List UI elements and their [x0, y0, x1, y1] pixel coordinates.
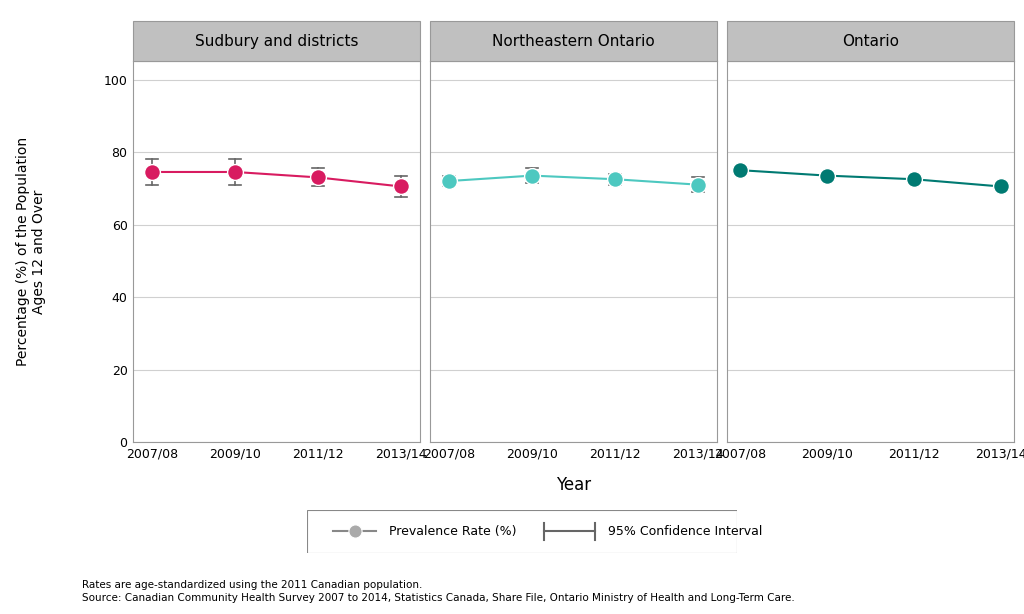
Point — [992, 182, 1009, 192]
Point — [905, 174, 922, 184]
Text: Prevalence Rate (%): Prevalence Rate (%) — [389, 524, 516, 538]
Point — [607, 174, 624, 184]
Text: Source: Canadian Community Health Survey 2007 to 2014, Statistics Canada, Share : Source: Canadian Community Health Survey… — [82, 593, 795, 602]
Text: Year: Year — [556, 476, 591, 494]
Point — [393, 182, 410, 192]
Text: Ontario: Ontario — [842, 34, 899, 49]
Point — [819, 171, 836, 181]
FancyBboxPatch shape — [307, 510, 737, 553]
Point — [440, 176, 457, 186]
Point — [732, 165, 749, 175]
Point — [523, 171, 540, 181]
Point — [226, 167, 243, 177]
Point — [143, 167, 160, 177]
Text: Percentage (%) of the Population
Ages 12 and Over: Percentage (%) of the Population Ages 12… — [15, 137, 46, 367]
Text: Sudbury and districts: Sudbury and districts — [195, 34, 358, 49]
Text: Rates are age-standardized using the 2011 Canadian population.: Rates are age-standardized using the 201… — [82, 580, 422, 590]
Point — [346, 526, 362, 536]
Text: Northeastern Ontario: Northeastern Ontario — [493, 34, 654, 49]
Point — [690, 180, 707, 190]
Text: 95% Confidence Interval: 95% Confidence Interval — [608, 524, 763, 538]
Point — [310, 173, 327, 182]
